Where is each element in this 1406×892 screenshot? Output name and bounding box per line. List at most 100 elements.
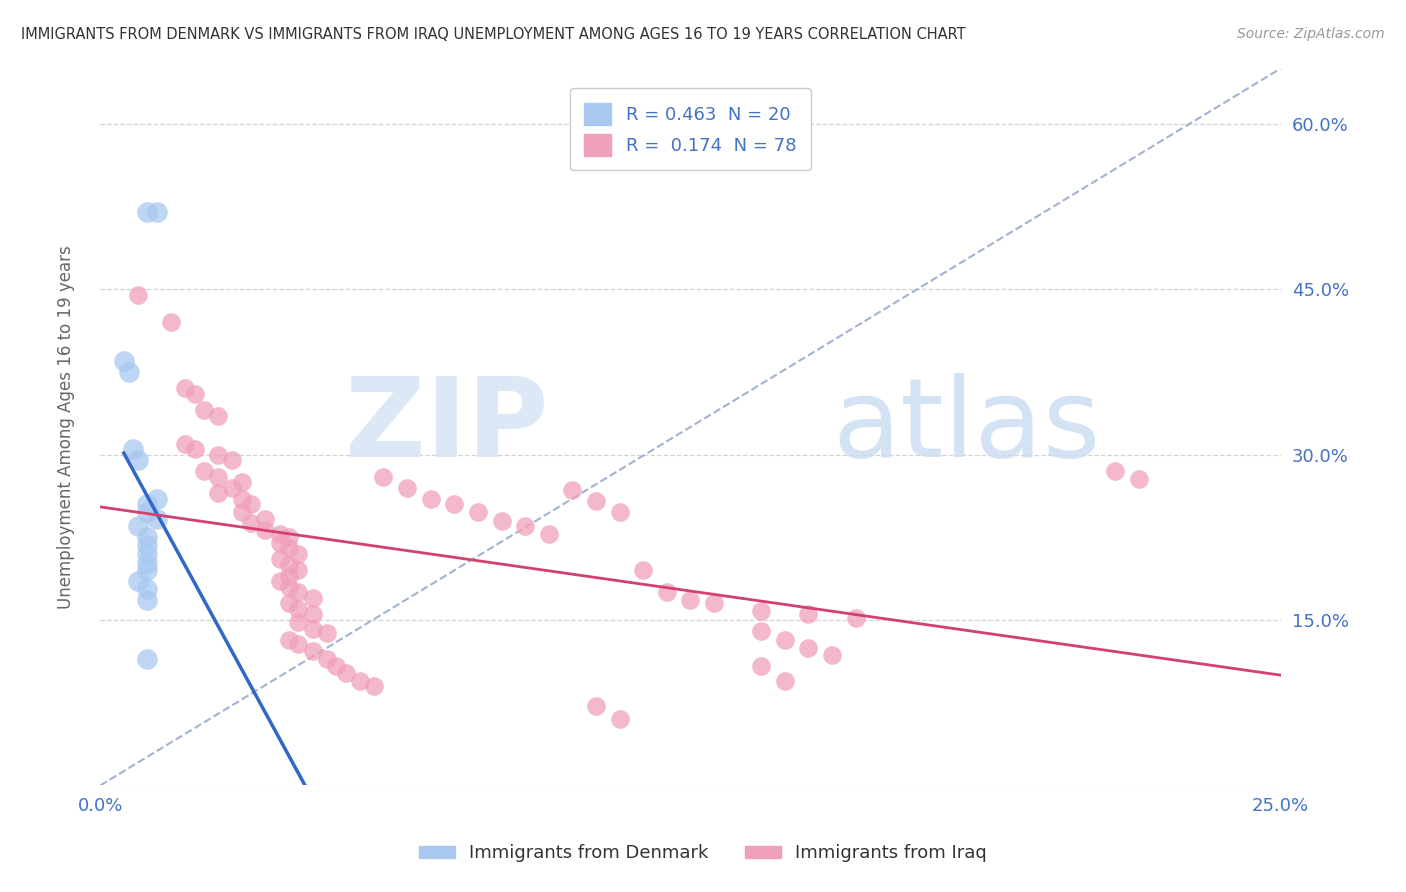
Point: [269, 552, 291, 566]
Point: [631, 563, 654, 577]
Point: [127, 519, 149, 533]
Point: [1128, 472, 1150, 486]
Text: atlas: atlas: [832, 374, 1101, 481]
Point: [287, 602, 309, 616]
Point: [269, 536, 291, 550]
Point: [278, 541, 301, 556]
Point: [655, 585, 678, 599]
Point: [240, 516, 263, 530]
Point: [703, 597, 725, 611]
Point: [349, 673, 371, 688]
Point: [136, 505, 159, 519]
Point: [231, 505, 253, 519]
Point: [278, 558, 301, 572]
Point: [207, 448, 229, 462]
Point: [513, 519, 536, 533]
Point: [278, 569, 301, 583]
Point: [797, 640, 820, 655]
Point: [301, 591, 323, 605]
Point: [278, 632, 301, 647]
Point: [278, 530, 301, 544]
Point: [467, 505, 489, 519]
Point: [136, 582, 159, 596]
Point: [679, 593, 702, 607]
Point: [749, 659, 772, 673]
Point: [797, 607, 820, 622]
Point: [287, 637, 309, 651]
Point: [315, 651, 337, 665]
Point: [315, 626, 337, 640]
Point: [174, 381, 197, 395]
Point: [136, 497, 159, 511]
Point: [537, 527, 560, 541]
Point: [269, 527, 291, 541]
Point: [254, 523, 277, 537]
Point: [193, 403, 215, 417]
Point: [821, 648, 844, 663]
Point: [231, 491, 253, 506]
Point: [335, 665, 357, 680]
Point: [373, 469, 395, 483]
Point: [325, 659, 347, 673]
Point: [112, 353, 135, 368]
Point: [136, 593, 159, 607]
Point: [136, 530, 159, 544]
Point: [278, 597, 301, 611]
Point: [183, 442, 205, 456]
Point: [561, 483, 583, 497]
Point: [585, 699, 607, 714]
Point: [419, 491, 441, 506]
Point: [363, 679, 385, 693]
Point: [207, 486, 229, 500]
Point: [136, 538, 159, 552]
Point: [207, 469, 229, 483]
Point: [491, 514, 513, 528]
Point: [122, 442, 145, 456]
Point: [221, 481, 243, 495]
Point: [287, 563, 309, 577]
Legend: R = 0.463  N = 20, R =  0.174  N = 78: R = 0.463 N = 20, R = 0.174 N = 78: [569, 88, 811, 170]
Point: [221, 453, 243, 467]
Point: [183, 387, 205, 401]
Point: [301, 607, 323, 622]
Point: [773, 632, 796, 647]
Point: [845, 611, 868, 625]
Point: [585, 494, 607, 508]
Point: [127, 574, 149, 589]
Point: [207, 409, 229, 423]
Point: [136, 547, 159, 561]
Point: [301, 644, 323, 658]
Point: [136, 205, 159, 219]
Point: [443, 497, 465, 511]
Legend: Immigrants from Denmark, Immigrants from Iraq: Immigrants from Denmark, Immigrants from…: [412, 838, 994, 870]
Point: [773, 673, 796, 688]
Point: [117, 365, 139, 379]
Point: [193, 464, 215, 478]
Point: [287, 585, 309, 599]
Y-axis label: Unemployment Among Ages 16 to 19 years: Unemployment Among Ages 16 to 19 years: [58, 245, 75, 609]
Point: [231, 475, 253, 490]
Point: [127, 287, 149, 301]
Point: [136, 651, 159, 665]
Point: [609, 505, 631, 519]
Point: [146, 205, 169, 219]
Point: [160, 315, 183, 329]
Point: [269, 574, 291, 589]
Point: [287, 615, 309, 630]
Point: [749, 604, 772, 618]
Point: [240, 497, 263, 511]
Text: ZIP: ZIP: [346, 374, 548, 481]
Text: Source: ZipAtlas.com: Source: ZipAtlas.com: [1237, 27, 1385, 41]
Point: [749, 624, 772, 638]
Point: [174, 436, 197, 450]
Point: [278, 580, 301, 594]
Point: [146, 511, 169, 525]
Text: IMMIGRANTS FROM DENMARK VS IMMIGRANTS FROM IRAQ UNEMPLOYMENT AMONG AGES 16 TO 19: IMMIGRANTS FROM DENMARK VS IMMIGRANTS FR…: [21, 27, 966, 42]
Point: [301, 622, 323, 636]
Point: [254, 511, 277, 525]
Point: [127, 453, 149, 467]
Point: [136, 563, 159, 577]
Point: [609, 712, 631, 726]
Point: [1104, 464, 1126, 478]
Point: [287, 547, 309, 561]
